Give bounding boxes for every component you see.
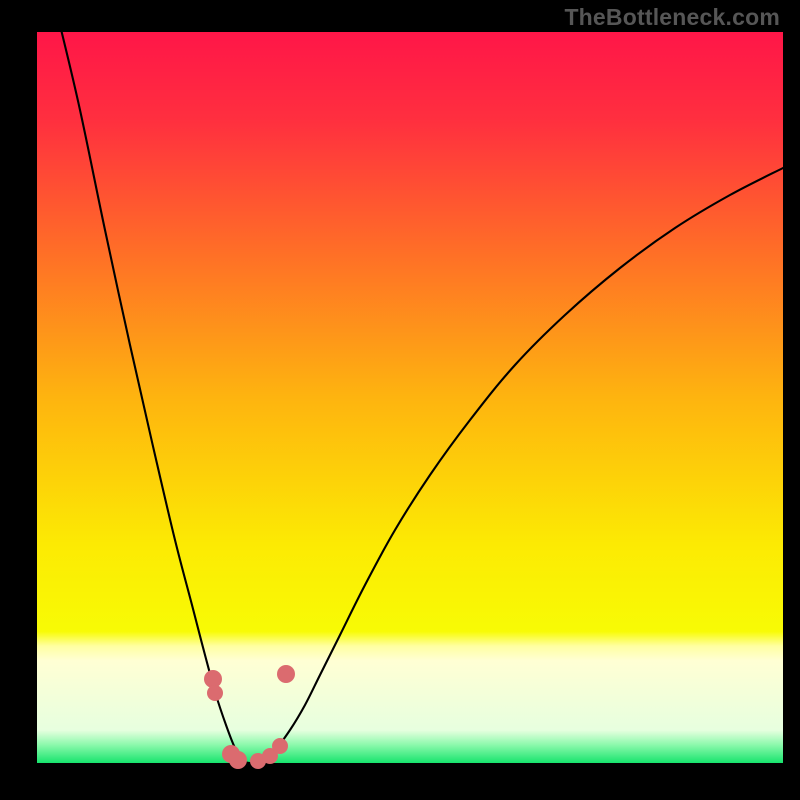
data-point [272,738,288,754]
data-point [229,751,247,769]
data-point [207,685,223,701]
chart-frame: TheBottleneck.com [0,0,800,800]
data-point [277,665,295,683]
data-points [0,0,800,800]
